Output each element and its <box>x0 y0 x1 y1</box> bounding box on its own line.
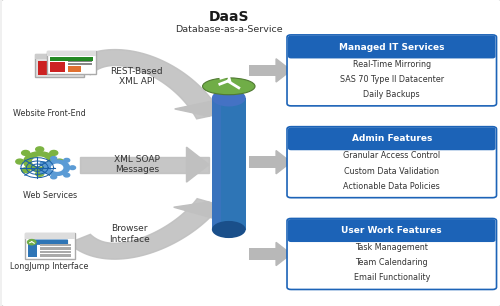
FancyBboxPatch shape <box>47 51 96 56</box>
FancyBboxPatch shape <box>38 61 53 76</box>
Polygon shape <box>276 151 291 174</box>
Circle shape <box>36 171 44 176</box>
Circle shape <box>64 173 70 177</box>
Circle shape <box>44 160 70 175</box>
Text: SAS 70 Type II Datacenter: SAS 70 Type II Datacenter <box>340 75 444 84</box>
FancyBboxPatch shape <box>288 35 496 58</box>
Text: Managed IT Services: Managed IT Services <box>339 43 444 52</box>
FancyBboxPatch shape <box>68 63 92 64</box>
FancyBboxPatch shape <box>287 35 496 106</box>
Text: DaaS: DaaS <box>208 10 249 24</box>
FancyBboxPatch shape <box>248 248 276 260</box>
FancyBboxPatch shape <box>40 244 70 246</box>
Polygon shape <box>174 98 229 116</box>
Text: Granular Access Control: Granular Access Control <box>343 151 440 160</box>
Circle shape <box>40 170 46 174</box>
FancyBboxPatch shape <box>68 66 81 72</box>
Polygon shape <box>174 202 226 222</box>
FancyBboxPatch shape <box>40 247 70 250</box>
FancyBboxPatch shape <box>40 254 70 257</box>
Circle shape <box>36 147 44 152</box>
Circle shape <box>24 152 56 171</box>
FancyBboxPatch shape <box>25 233 74 259</box>
Circle shape <box>22 151 30 155</box>
FancyBboxPatch shape <box>287 218 496 289</box>
Text: Custom Data Validation: Custom Data Validation <box>344 166 440 176</box>
Circle shape <box>52 164 62 171</box>
FancyBboxPatch shape <box>28 240 68 245</box>
Circle shape <box>16 159 24 164</box>
Text: Admin Features: Admin Features <box>352 134 432 144</box>
FancyBboxPatch shape <box>25 233 74 239</box>
Circle shape <box>56 159 64 164</box>
FancyBboxPatch shape <box>248 65 276 76</box>
Text: LongJump Interface: LongJump Interface <box>10 262 89 271</box>
FancyBboxPatch shape <box>248 156 276 168</box>
Text: Website Front-End: Website Front-End <box>14 109 86 118</box>
Circle shape <box>28 240 36 245</box>
Circle shape <box>22 168 30 173</box>
Ellipse shape <box>202 78 255 95</box>
Polygon shape <box>276 242 291 266</box>
Text: Task Management: Task Management <box>356 243 428 252</box>
FancyBboxPatch shape <box>68 64 92 65</box>
Text: Actionable Data Policies: Actionable Data Policies <box>344 182 440 191</box>
FancyBboxPatch shape <box>28 243 37 257</box>
FancyBboxPatch shape <box>35 54 84 77</box>
Circle shape <box>228 66 237 72</box>
Circle shape <box>32 157 47 166</box>
Text: XML SOAP
Messages: XML SOAP Messages <box>114 155 160 174</box>
FancyBboxPatch shape <box>40 251 70 253</box>
Polygon shape <box>68 50 221 119</box>
Text: Web Services: Web Services <box>22 191 76 200</box>
FancyBboxPatch shape <box>288 127 496 150</box>
Text: Email Functionality: Email Functionality <box>354 274 430 282</box>
FancyBboxPatch shape <box>50 57 94 61</box>
Circle shape <box>50 157 56 160</box>
Polygon shape <box>276 59 291 82</box>
Polygon shape <box>68 199 220 259</box>
Text: Real-Time Mirroring: Real-Time Mirroring <box>352 60 431 69</box>
Circle shape <box>64 159 70 162</box>
Circle shape <box>70 166 75 170</box>
Text: REST-Based
XML API: REST-Based XML API <box>110 67 163 86</box>
Polygon shape <box>80 157 209 173</box>
Text: Team Calendaring: Team Calendaring <box>356 258 428 267</box>
Text: Browser
Interface: Browser Interface <box>109 224 150 244</box>
Ellipse shape <box>212 89 246 106</box>
FancyBboxPatch shape <box>287 127 496 198</box>
Circle shape <box>50 168 58 173</box>
FancyBboxPatch shape <box>35 54 84 59</box>
Polygon shape <box>212 98 246 230</box>
Text: Database-as-a-Service: Database-as-a-Service <box>175 24 282 34</box>
Polygon shape <box>212 98 222 230</box>
FancyBboxPatch shape <box>68 61 92 62</box>
Text: Daily Backups: Daily Backups <box>364 90 420 99</box>
Circle shape <box>50 151 58 155</box>
Text: User Work Features: User Work Features <box>342 226 442 235</box>
Circle shape <box>50 175 56 179</box>
FancyBboxPatch shape <box>288 219 496 242</box>
Circle shape <box>40 162 46 166</box>
FancyBboxPatch shape <box>47 51 96 74</box>
Ellipse shape <box>212 221 246 238</box>
FancyBboxPatch shape <box>50 62 65 72</box>
Polygon shape <box>186 147 209 182</box>
